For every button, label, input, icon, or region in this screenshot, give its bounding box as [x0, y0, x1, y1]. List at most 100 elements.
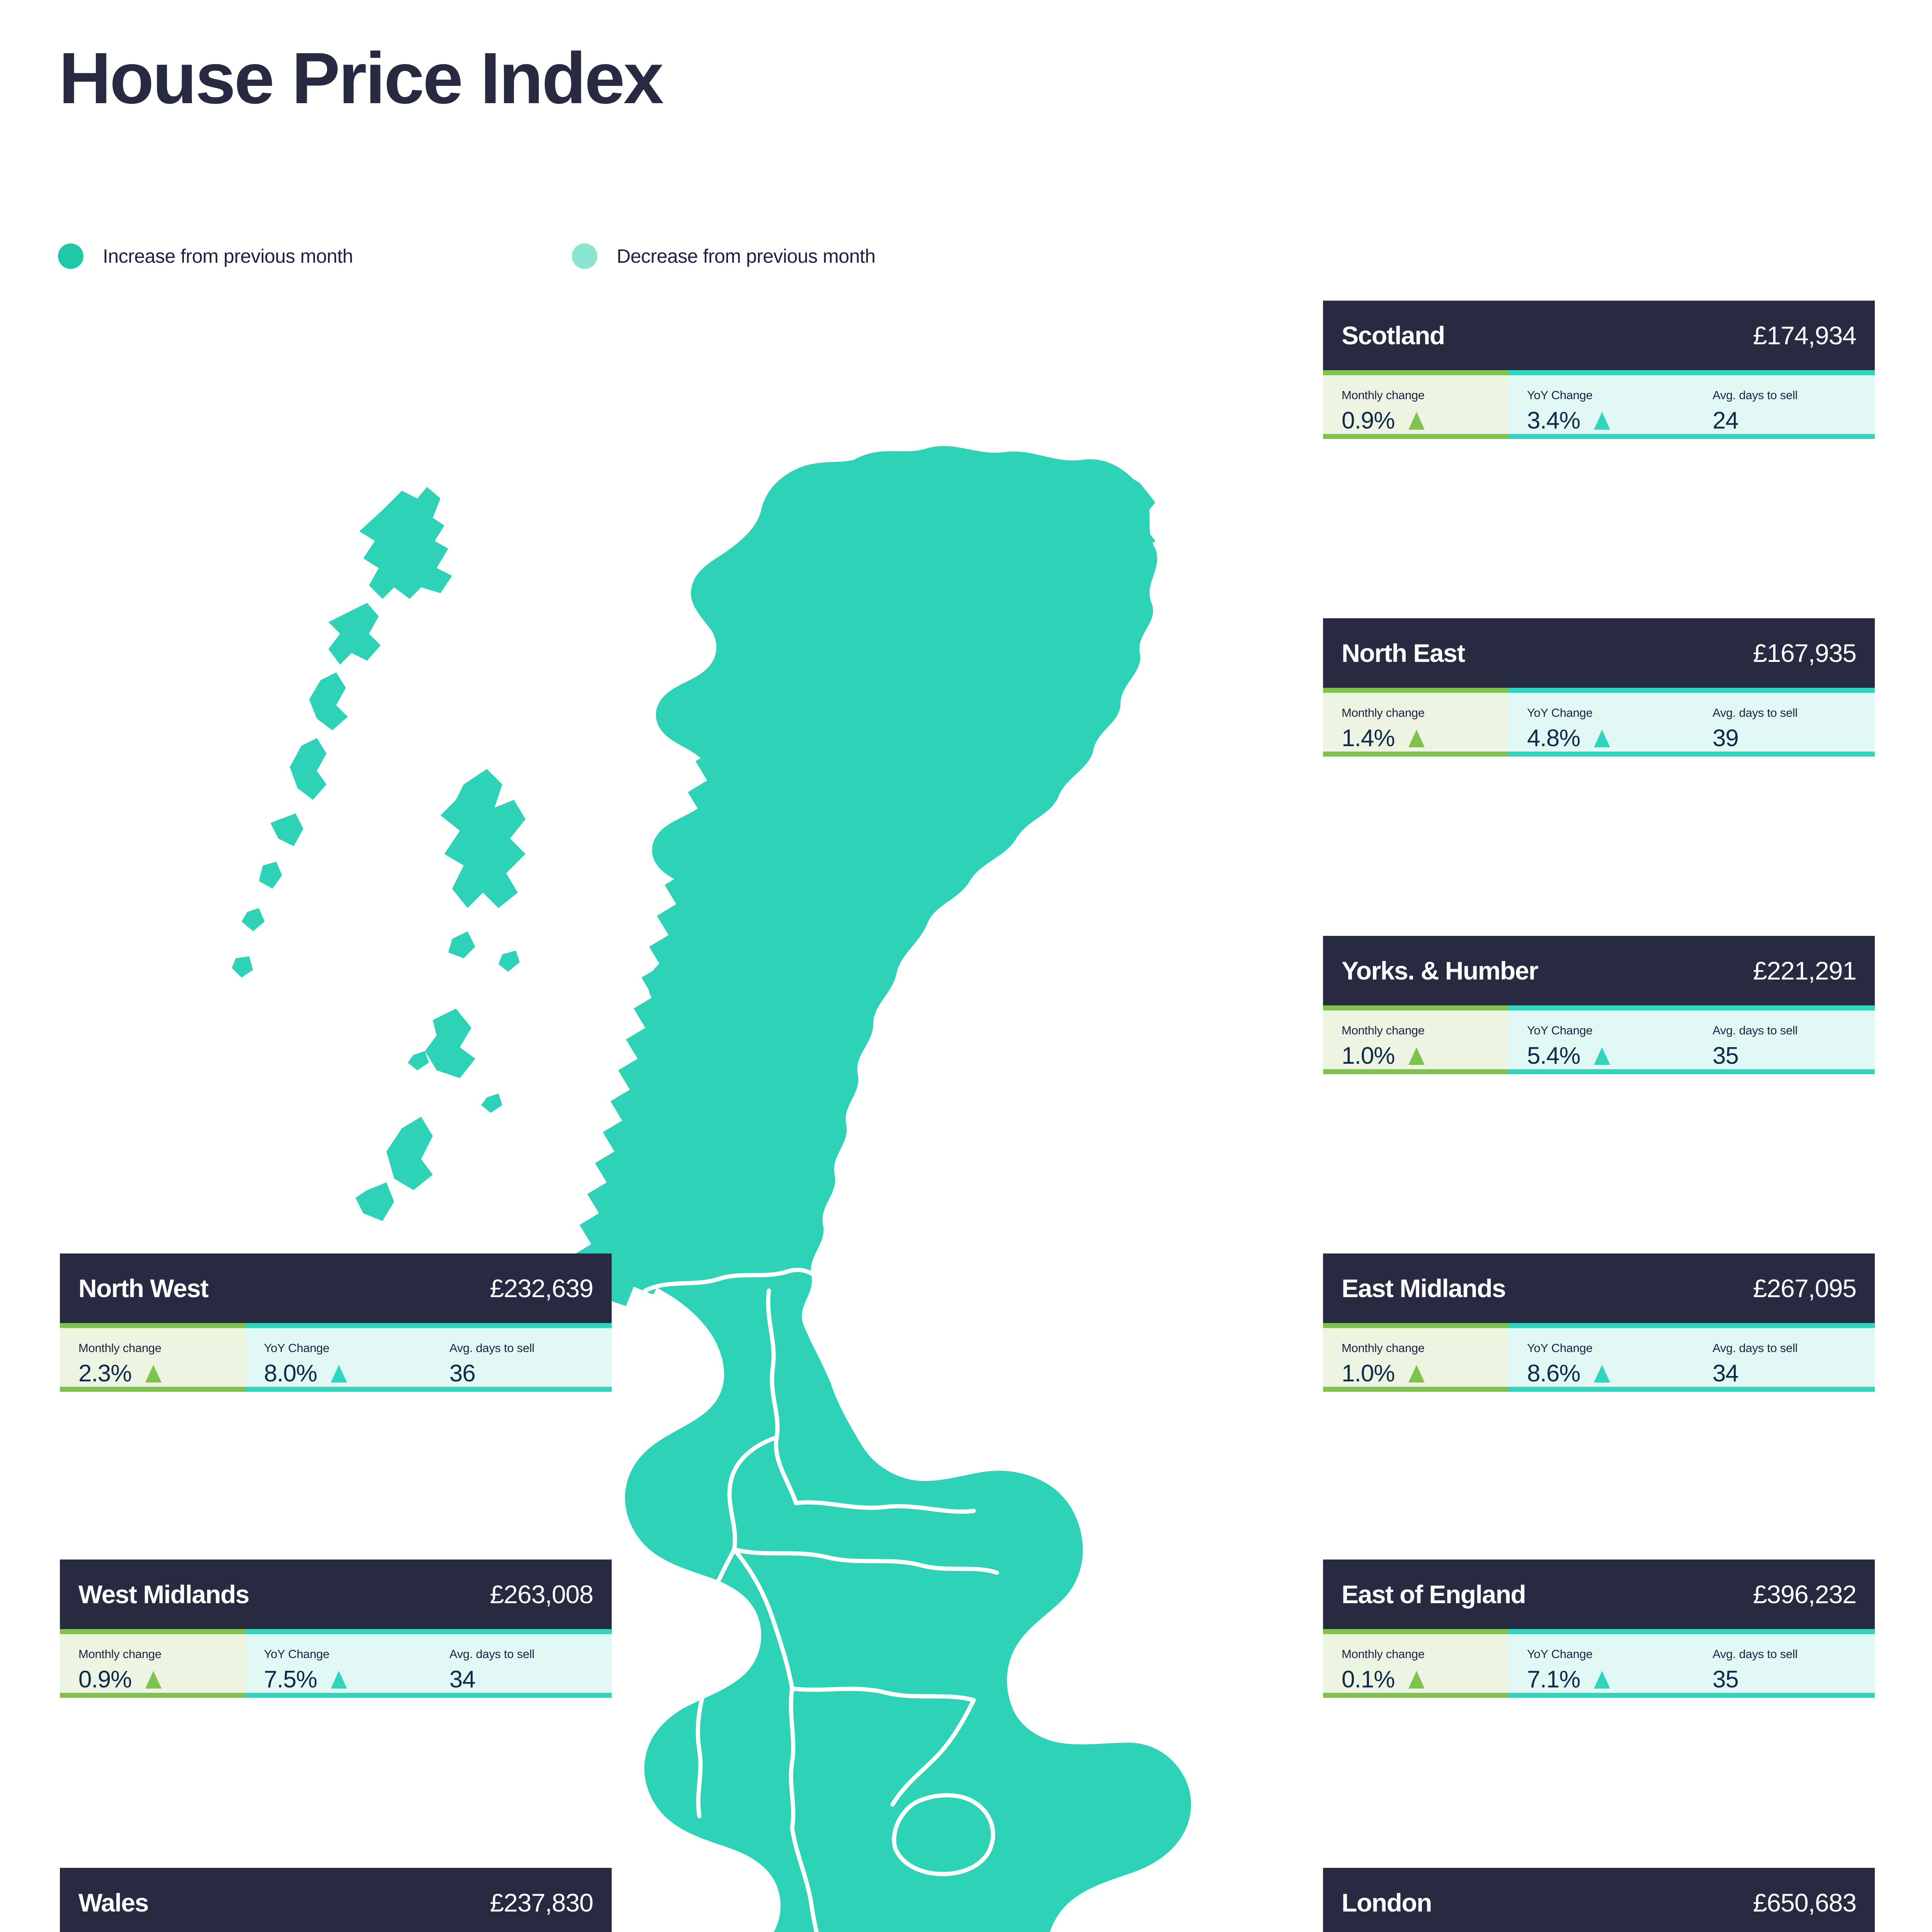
stat-value-days: 24	[1713, 407, 1739, 434]
stat-right-panel: YoY Change 8.0% Avg. days to sell 36	[245, 1323, 612, 1392]
stat-label-monthly: Monthly change	[1342, 1024, 1425, 1037]
stat-days-to-sell: Avg. days to sell 35	[1694, 1024, 1875, 1069]
legend-item-decrease: Decrease from previous month	[572, 243, 876, 269]
arrow-up-icon	[1594, 1365, 1611, 1383]
stat-label-monthly: Monthly change	[1342, 706, 1425, 719]
stat-value-yoy: 7.5%	[264, 1666, 317, 1693]
region-card-scotland[interactable]: Scotland £174,934 Monthly change 0.9% Yo…	[1323, 301, 1875, 439]
stat-label-yoy: YoY Change	[1527, 1341, 1593, 1355]
region-card-east-midlands[interactable]: East Midlands £267,095 Monthly change 1.…	[1323, 1253, 1875, 1392]
stat-monthly-change: Monthly change 1.0%	[1323, 1323, 1509, 1392]
stat-label-days: Avg. days to sell	[1713, 388, 1798, 402]
region-name: East of England	[1342, 1580, 1526, 1609]
stat-monthly-change: Monthly change 1.0%	[1323, 1005, 1509, 1074]
stat-value-yoy: 4.8%	[1527, 725, 1580, 752]
stat-value-yoy: 8.0%	[264, 1360, 317, 1387]
stat-yoy-change: YoY Change 4.8%	[1509, 707, 1694, 752]
stat-label-days: Avg. days to sell	[449, 1341, 535, 1355]
stat-right-panel: YoY Change 7.5% Avg. days to sell 34	[245, 1629, 612, 1698]
stat-label-days: Avg. days to sell	[1713, 706, 1798, 719]
stat-value-days: 36	[449, 1360, 476, 1387]
card-header: West Midlands £263,008	[60, 1560, 612, 1629]
legend-label-increase: Increase from previous month	[103, 245, 353, 267]
card-body: Monthly change 0.9% YoY Change 7.5% Avg.…	[60, 1629, 612, 1698]
stat-label-monthly: Monthly change	[1342, 1647, 1425, 1661]
stat-label-days: Avg. days to sell	[1713, 1341, 1798, 1355]
arrow-up-icon	[145, 1671, 162, 1689]
stat-value-days: 35	[1713, 1666, 1739, 1693]
card-header: North West £232,639	[60, 1253, 612, 1323]
region-card-yorks-humber[interactable]: Yorks. & Humber £221,291 Monthly change …	[1323, 936, 1875, 1074]
region-name: Yorks. & Humber	[1342, 956, 1539, 985]
card-header: Scotland £174,934	[1323, 301, 1875, 370]
stat-days-to-sell: Avg. days to sell 34	[431, 1648, 612, 1693]
stat-label-monthly: Monthly change	[78, 1647, 162, 1661]
region-name: Scotland	[1342, 321, 1445, 350]
stat-label-days: Avg. days to sell	[1713, 1647, 1798, 1661]
region-card-east-of-england[interactable]: East of England £396,232 Monthly change …	[1323, 1560, 1875, 1698]
region-card-london[interactable]: London £650,683 Monthly change 1.9% YoY …	[1323, 1868, 1875, 1932]
stat-days-to-sell: Avg. days to sell 34	[1694, 1342, 1875, 1387]
region-name: Wales	[78, 1888, 149, 1917]
stat-monthly-change: Monthly change 1.4%	[1323, 688, 1509, 757]
stat-yoy-change: YoY Change 3.4%	[1509, 389, 1694, 434]
region-price: £221,291	[1753, 956, 1857, 985]
legend-label-decrease: Decrease from previous month	[617, 245, 876, 267]
arrow-up-icon	[1594, 730, 1611, 747]
stat-monthly-change: Monthly change 0.9%	[60, 1629, 245, 1698]
arrow-up-icon	[1408, 1047, 1425, 1065]
stat-label-monthly: Monthly change	[78, 1341, 162, 1355]
arrow-up-icon	[331, 1671, 347, 1689]
stat-value-days: 35	[1713, 1043, 1739, 1069]
arrow-up-icon	[1594, 412, 1611, 430]
region-card-north-east[interactable]: North East £167,935 Monthly change 1.4% …	[1323, 618, 1875, 757]
region-name: North East	[1342, 639, 1465, 667]
uk-map[interactable]	[216, 340, 1376, 1932]
card-header: London £650,683	[1323, 1868, 1875, 1932]
stat-right-panel: YoY Change 5.4% Avg. days to sell 35	[1509, 1005, 1875, 1074]
region-price: £263,008	[490, 1580, 594, 1609]
legend-item-increase: Increase from previous month	[58, 243, 353, 269]
stat-value-monthly: 1.0%	[1342, 1360, 1395, 1387]
arrow-up-icon	[1594, 1671, 1611, 1689]
stat-label-yoy: YoY Change	[1527, 706, 1593, 719]
card-header: East of England £396,232	[1323, 1560, 1875, 1629]
region-card-west-midlands[interactable]: West Midlands £263,008 Monthly change 0.…	[60, 1560, 612, 1698]
stat-yoy-change: YoY Change 8.0%	[245, 1342, 431, 1387]
stat-right-panel: YoY Change 7.1% Avg. days to sell 35	[1509, 1629, 1875, 1698]
stat-monthly-change: Monthly change 0.9%	[1323, 370, 1509, 439]
stat-value-days: 34	[1713, 1360, 1739, 1387]
stat-value-yoy: 7.1%	[1527, 1666, 1580, 1693]
stat-yoy-change: YoY Change 7.5%	[245, 1648, 431, 1693]
stat-label-monthly: Monthly change	[1342, 1341, 1425, 1355]
stat-value-monthly: 2.3%	[78, 1360, 132, 1387]
stat-value-monthly: 1.4%	[1342, 725, 1395, 752]
arrow-up-icon	[1408, 1671, 1425, 1689]
card-header: East Midlands £267,095	[1323, 1253, 1875, 1323]
stat-value-days: 34	[449, 1666, 476, 1693]
card-header: North East £167,935	[1323, 618, 1875, 688]
region-name: West Midlands	[78, 1580, 250, 1609]
region-price: £167,935	[1753, 639, 1857, 667]
stat-value-monthly: 0.9%	[1342, 407, 1395, 434]
card-body: Monthly change 0.1% YoY Change 7.1% Avg.…	[1323, 1629, 1875, 1698]
stat-label-days: Avg. days to sell	[1713, 1024, 1798, 1037]
stat-value-monthly: 1.0%	[1342, 1043, 1395, 1069]
card-body: Monthly change 1.0% YoY Change 5.4% Avg.…	[1323, 1005, 1875, 1074]
arrow-up-icon	[331, 1365, 347, 1383]
card-body: Monthly change 2.3% YoY Change 8.0% Avg.…	[60, 1323, 612, 1392]
region-name: East Midlands	[1342, 1274, 1506, 1303]
stat-yoy-change: YoY Change 8.6%	[1509, 1342, 1694, 1387]
stat-right-panel: YoY Change 8.6% Avg. days to sell 34	[1509, 1323, 1875, 1392]
stat-monthly-change: Monthly change 0.1%	[1323, 1629, 1509, 1698]
stat-label-yoy: YoY Change	[264, 1341, 330, 1355]
region-card-wales[interactable]: Wales £237,830 Monthly change 2.3% YoY C…	[60, 1868, 612, 1932]
arrow-up-icon	[1408, 1365, 1425, 1383]
card-body: Monthly change 1.4% YoY Change 4.8% Avg.…	[1323, 688, 1875, 757]
region-card-north-west[interactable]: North West £232,639 Monthly change 2.3% …	[60, 1253, 612, 1392]
arrow-up-icon	[1594, 1047, 1611, 1065]
stat-days-to-sell: Avg. days to sell 36	[431, 1342, 612, 1387]
stat-value-yoy: 3.4%	[1527, 407, 1580, 434]
stat-value-yoy: 5.4%	[1527, 1043, 1580, 1069]
stat-label-yoy: YoY Change	[1527, 1647, 1593, 1661]
